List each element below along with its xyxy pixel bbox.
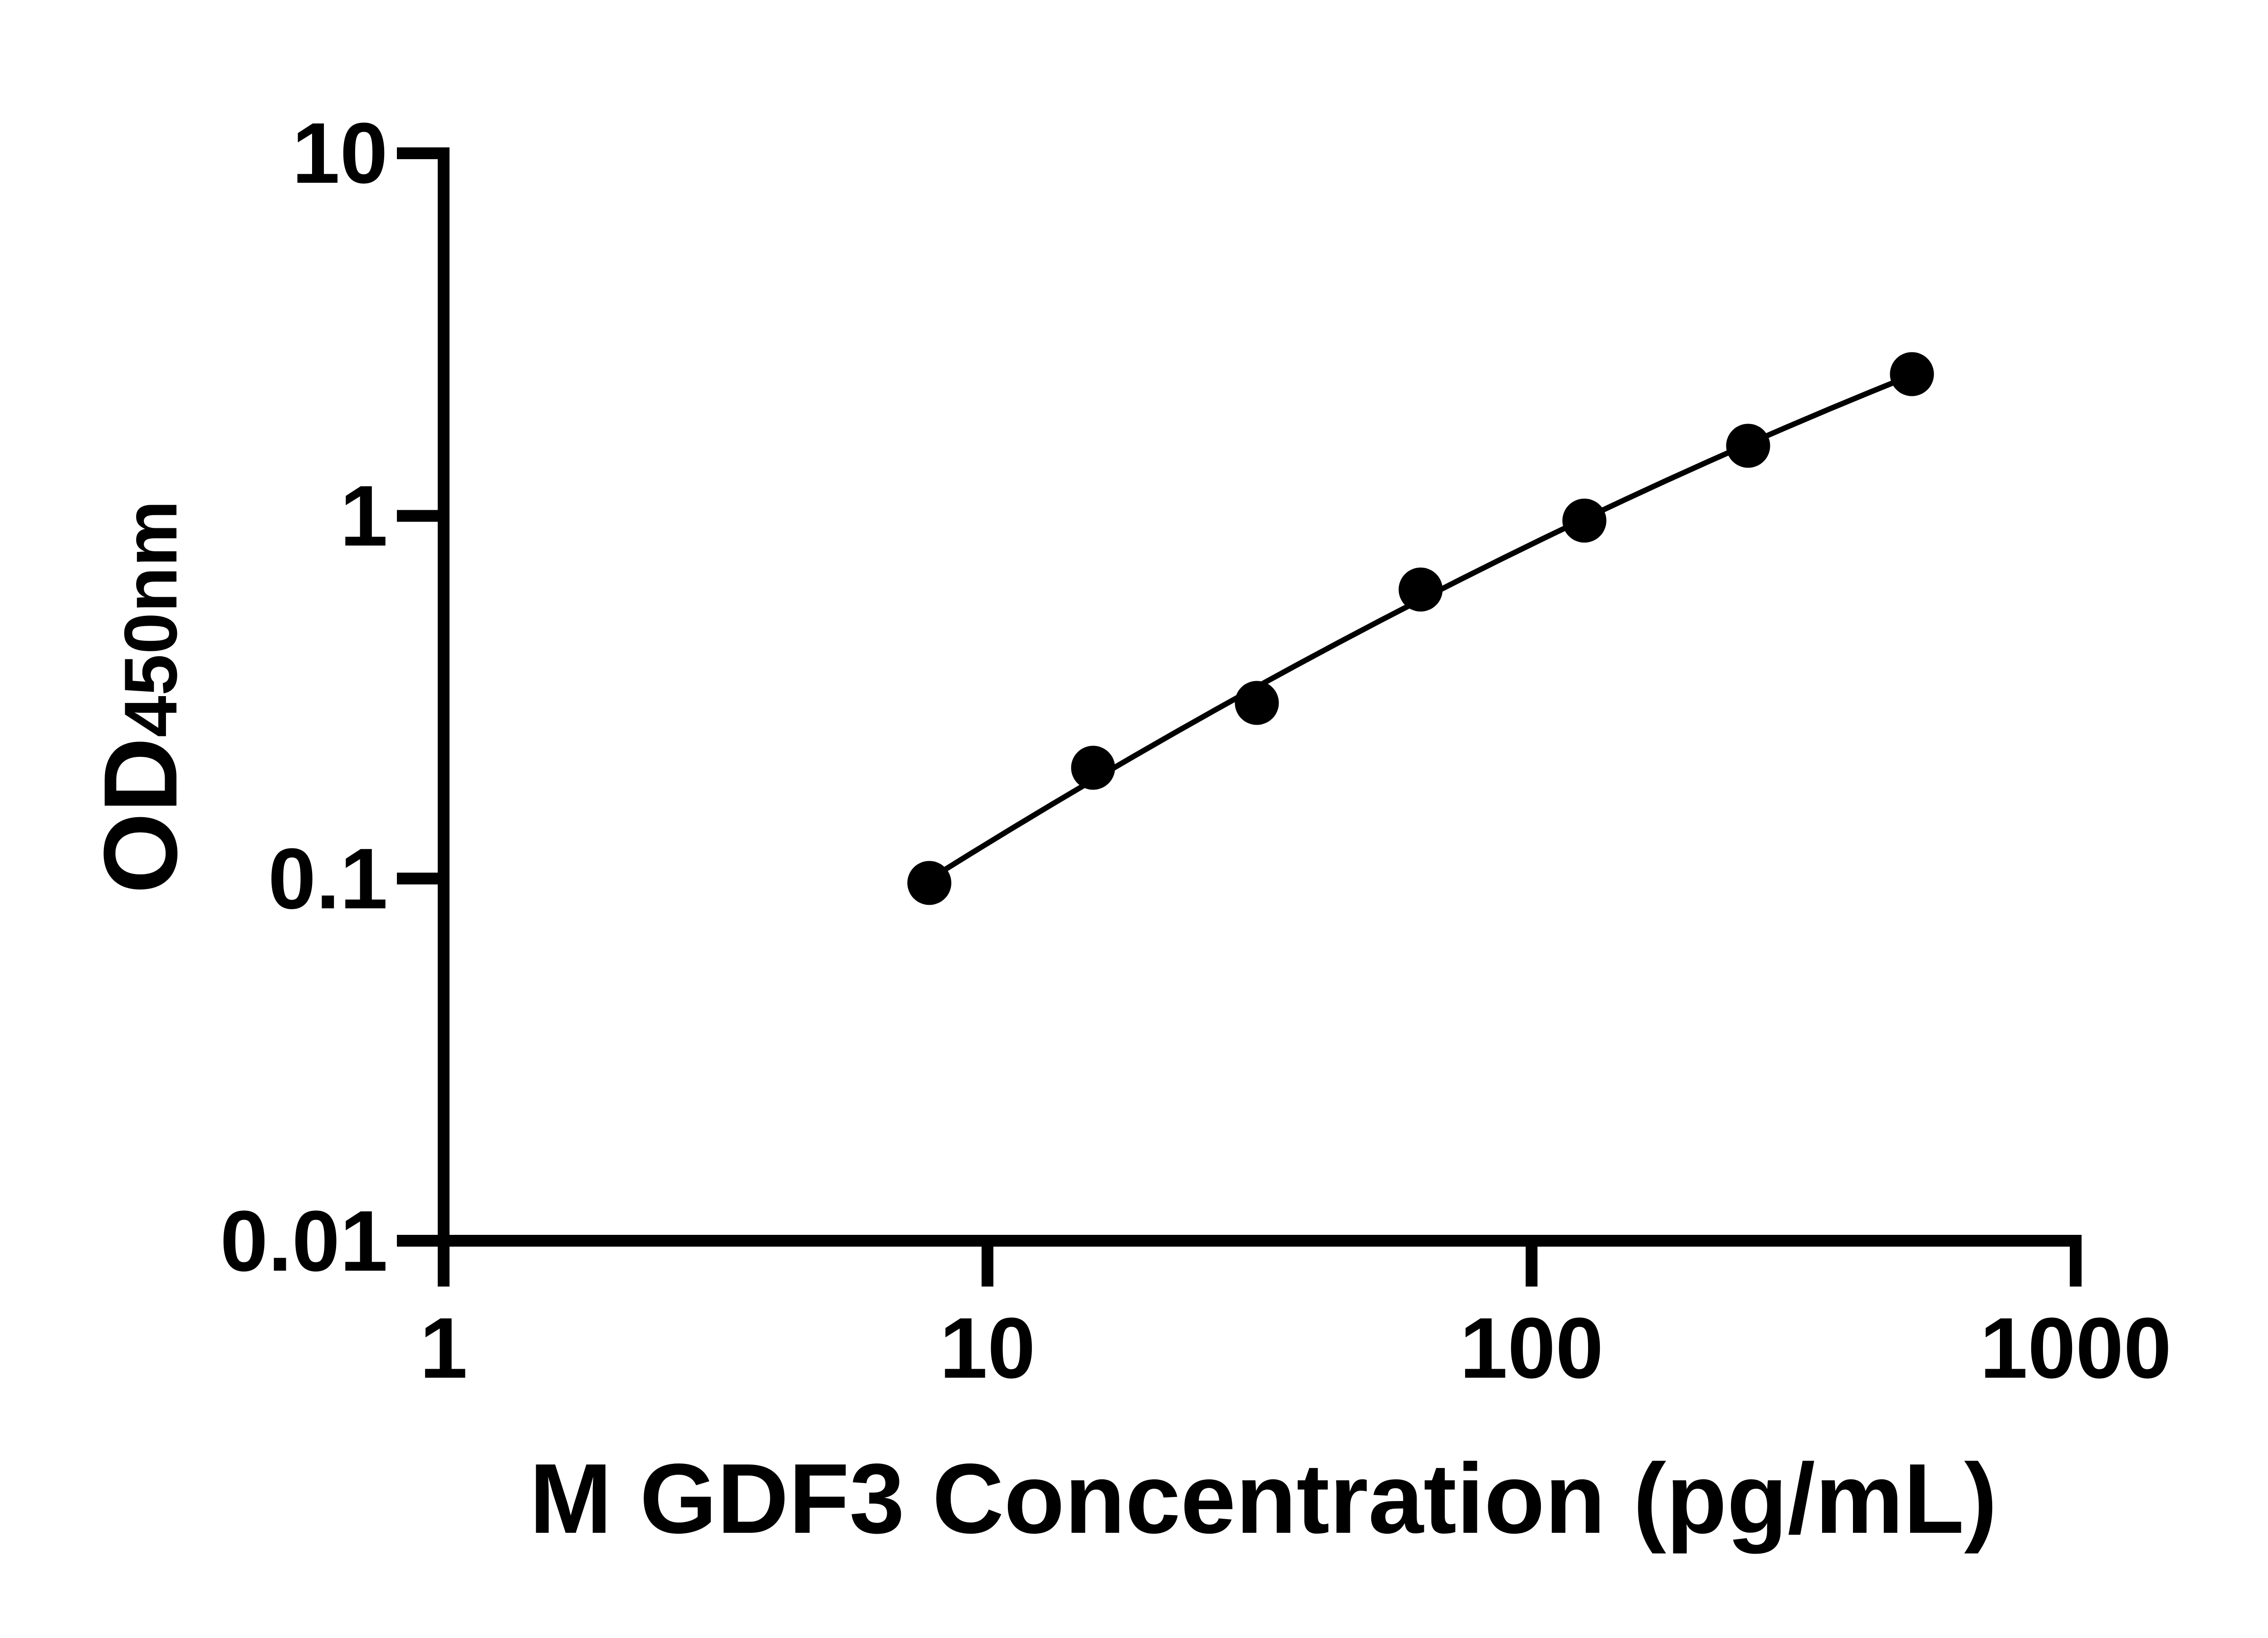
svg-text:10: 10: [292, 105, 388, 201]
svg-text:OD450nm: OD450nm: [82, 500, 199, 894]
svg-text:10: 10: [939, 1300, 1035, 1396]
svg-text:M GDF3 Concentration (pg/mL): M GDF3 Concentration (pg/mL): [529, 1443, 1997, 1554]
svg-text:0.1: 0.1: [268, 831, 388, 927]
svg-text:100: 100: [1460, 1300, 1603, 1396]
svg-text:1000: 1000: [1980, 1300, 2172, 1396]
svg-text:1: 1: [340, 468, 388, 564]
svg-text:0.01: 0.01: [220, 1193, 388, 1289]
svg-text:1: 1: [420, 1300, 468, 1396]
